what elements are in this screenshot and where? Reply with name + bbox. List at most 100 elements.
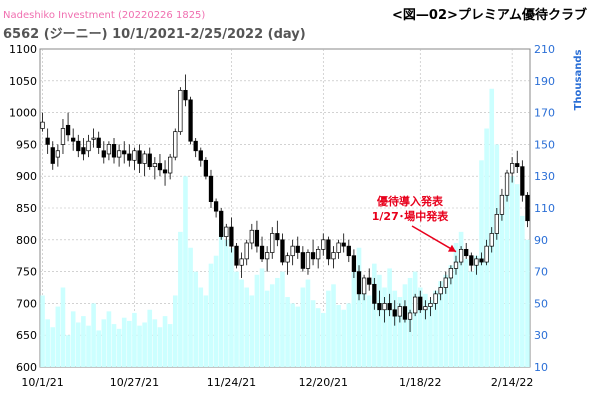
volume-bar	[264, 290, 270, 367]
volume-bar	[142, 322, 147, 367]
candle-body	[219, 210, 224, 237]
candle-body	[499, 194, 505, 215]
left-tick-label: 600	[16, 361, 37, 374]
candle-body	[310, 252, 316, 260]
candle-body	[443, 277, 448, 288]
candle-body	[489, 233, 494, 247]
candle-body	[341, 242, 346, 247]
chart-title: 6562 (ジーニー) 10/1/2021-2/25/2022 (day)	[3, 27, 306, 42]
candle-body	[162, 169, 168, 174]
candle-body	[132, 150, 137, 161]
candle-body	[346, 245, 351, 257]
candle-body	[316, 248, 321, 260]
right-axis-label: Thousands	[573, 50, 584, 111]
right-tick-label: 170	[534, 107, 555, 120]
right-tick-label: 50	[534, 297, 548, 310]
volume-bar	[341, 309, 346, 367]
volume-bar	[300, 287, 306, 367]
candle-body	[382, 303, 387, 311]
candle-body	[40, 121, 45, 129]
volume-bar	[448, 265, 454, 367]
candle-body	[453, 261, 459, 269]
volume-bar	[152, 319, 158, 367]
candle-body	[515, 163, 520, 168]
candle-body	[76, 140, 81, 152]
candle-body	[55, 150, 61, 158]
x-tick-label: 10/1/21	[21, 376, 63, 389]
candle-body	[254, 229, 260, 247]
volume-bar	[259, 268, 265, 367]
candle-body	[295, 245, 300, 253]
left-axis-ticks: 600 650 700 750 800 850 900 950 1000 1050 1100	[9, 43, 37, 374]
left-tick-label: 1050	[9, 75, 37, 88]
volume-bar	[361, 287, 367, 367]
volume-bar	[60, 287, 66, 367]
annotation-text: 1/27･場中発表	[372, 209, 449, 223]
volume-bar	[40, 295, 45, 367]
volume-bar	[428, 300, 433, 367]
volume-bar	[509, 176, 515, 367]
right-tick-label: 110	[534, 202, 555, 215]
volume-bar	[45, 319, 50, 367]
volume-bar	[285, 297, 290, 367]
candle-body	[213, 201, 219, 212]
volume-bar	[346, 303, 352, 367]
volume-bar	[331, 284, 336, 367]
volume-bar	[249, 295, 255, 367]
candle-body	[101, 150, 106, 158]
volume-bar	[254, 274, 260, 367]
candle-body	[326, 239, 331, 260]
volume-bar	[106, 311, 112, 367]
candle-body	[305, 252, 311, 269]
annotation-text: 優待導入発表	[376, 194, 444, 208]
candle-body	[321, 239, 326, 250]
candle-body	[484, 245, 489, 263]
candle-body	[494, 214, 499, 234]
candle-body	[203, 159, 209, 177]
annotation-arrow-line	[411, 225, 457, 253]
candle-body	[280, 239, 285, 263]
volume-bar	[91, 303, 96, 367]
candle-body	[367, 277, 372, 285]
candle-body	[157, 163, 163, 171]
left-tick-label: 700	[16, 297, 37, 310]
candle-body	[239, 258, 244, 266]
volume-bar	[229, 247, 234, 367]
candle-body	[60, 128, 66, 145]
volume-bar	[417, 287, 423, 367]
candle-body	[168, 156, 173, 174]
volume-bar	[101, 319, 107, 367]
volume-bar	[387, 268, 392, 367]
candle-body	[392, 309, 397, 317]
candle-body	[413, 296, 418, 314]
candle-body	[428, 303, 433, 307]
left-tick-label: 650	[16, 329, 37, 342]
candle-body	[509, 163, 515, 174]
candle-body	[50, 147, 55, 164]
volume-bar	[336, 304, 341, 367]
volume-bar	[504, 192, 510, 367]
volume-bar	[438, 281, 443, 367]
volume-bar	[198, 287, 204, 367]
candle-body	[152, 163, 157, 168]
candle-body	[300, 252, 306, 269]
volume-bar	[520, 215, 525, 367]
volume-bar	[458, 231, 464, 367]
left-tick-label: 800	[16, 234, 37, 247]
volume-bar	[474, 255, 479, 367]
candle-body	[264, 252, 270, 260]
left-tick-label: 900	[16, 170, 37, 183]
candle-body	[137, 150, 142, 164]
candle-body	[402, 306, 408, 320]
candle-body	[173, 131, 178, 158]
volume-bar	[397, 297, 403, 367]
candle-body	[285, 255, 290, 263]
volume-bar	[167, 324, 173, 367]
watermark-text: Nadeshiko Investment (20220226 1825)	[3, 10, 205, 21]
volume-bar	[280, 271, 285, 367]
volume-bar	[213, 255, 219, 367]
candle-body	[229, 226, 234, 247]
candle-body	[86, 140, 91, 152]
